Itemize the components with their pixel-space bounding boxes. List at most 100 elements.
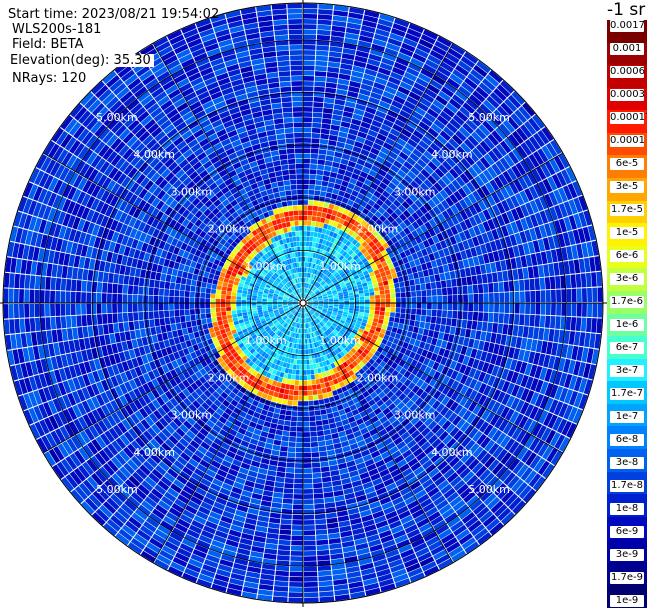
ppi-cell [191, 320, 197, 326]
ppi-cell [321, 186, 327, 192]
ppi-cell [184, 334, 190, 341]
ppi-cell [421, 315, 426, 321]
ppi-cell [303, 55, 315, 60]
ppi-cell [140, 329, 146, 338]
ppi-cell [513, 325, 519, 336]
ppi-cell [316, 45, 329, 51]
ppi-cell [499, 303, 504, 313]
ppi-cell [293, 364, 297, 369]
ppi-cell [322, 388, 327, 394]
ppi-cell [392, 327, 398, 333]
ppi-cell [393, 322, 399, 328]
ppi-cell [411, 303, 416, 309]
ppi-cell [289, 437, 296, 442]
ppi-cell [529, 279, 535, 291]
ppi-cell [273, 413, 280, 419]
ppi-cell [267, 533, 279, 539]
ppi-cell [321, 123, 330, 129]
ppi-cell [515, 292, 520, 303]
ppi-cell [299, 375, 303, 380]
ppi-cell [315, 415, 321, 420]
ppi-cell [160, 318, 166, 325]
ppi-cell [316, 56, 328, 62]
ppi-cell [237, 313, 242, 317]
ppi-cell [322, 118, 331, 124]
ppi-cell [170, 317, 175, 324]
ppi-cell [310, 364, 314, 369]
ppi-cell [419, 322, 425, 329]
ppi-cell [369, 288, 374, 292]
ppi-cell [309, 416, 315, 421]
ppi-cell [393, 278, 399, 284]
ppi-cell [293, 396, 298, 401]
ppi-cell [489, 293, 494, 302]
ppi-cell [282, 504, 292, 509]
ppi-cell [328, 57, 340, 63]
ppi-cell [349, 305, 354, 308]
ppi-cell [307, 370, 311, 375]
ppi-cell [297, 427, 303, 432]
ppi-cell [326, 192, 332, 198]
ppi-cell [266, 538, 278, 544]
ppi-cell [330, 548, 343, 554]
ppi-cell [441, 318, 447, 325]
ppi-cell [427, 296, 432, 302]
ppi-cell [435, 324, 441, 331]
ppi-cell [530, 291, 535, 302]
ppi-cell [303, 154, 310, 159]
ppi-cell [332, 162, 340, 168]
ppi-cell [303, 97, 313, 102]
ppi-cell [314, 97, 324, 102]
ppi-cell [380, 299, 385, 303]
ppi-cell [299, 339, 301, 344]
ppi-cell [518, 268, 524, 279]
ppi-cell [437, 296, 442, 303]
ppi-cell [180, 316, 185, 322]
ppi-cell [410, 285, 415, 291]
ppi-cell [304, 572, 317, 577]
ppi-cell [335, 448, 343, 454]
ppi-cell [298, 349, 301, 354]
ppi-cell [306, 349, 309, 354]
ppi-cell [520, 303, 525, 314]
ppi-cell [317, 170, 324, 175]
ppi-cell [310, 369, 314, 374]
ppi-cell [484, 293, 489, 302]
ppi-cell [551, 290, 556, 302]
ppi-cell [291, 375, 295, 380]
ppi-cell [360, 297, 365, 300]
ppi-cell [279, 451, 287, 457]
ppi-cell [329, 46, 342, 52]
ppi-cell [303, 396, 308, 401]
ppi-cell [427, 309, 432, 315]
ppi-cell [365, 296, 370, 299]
ppi-cell [378, 282, 383, 287]
ppi-cell [304, 499, 314, 504]
ppi-cell [317, 550, 330, 556]
ppi-cell [326, 82, 337, 88]
ppi-cell [467, 320, 473, 329]
ppi-cell [285, 415, 291, 420]
ppi-cell [270, 423, 277, 429]
ppi-cell [318, 206, 323, 211]
ppi-cell [396, 308, 401, 313]
ppi-cell [448, 303, 453, 310]
ppi-cell [313, 364, 317, 369]
ppi-cell [313, 473, 322, 478]
ppi-cell [318, 14, 332, 20]
ppi-cell [398, 323, 404, 329]
ppi-cell [125, 331, 131, 340]
ppi-cell [453, 295, 458, 303]
ppi-cell [318, 159, 325, 165]
ppi-cell [515, 303, 520, 314]
ppi-cell [482, 322, 488, 331]
ppi-cell [307, 226, 311, 231]
ppi-cell [535, 303, 540, 315]
ppi-cell [319, 378, 324, 383]
ppi-cell [378, 319, 383, 324]
ppi-cell [291, 535, 303, 540]
ppi-cell [320, 191, 326, 197]
ppi-cell [289, 587, 303, 592]
ppi-cell [207, 323, 213, 329]
ppi-cell [360, 306, 365, 309]
